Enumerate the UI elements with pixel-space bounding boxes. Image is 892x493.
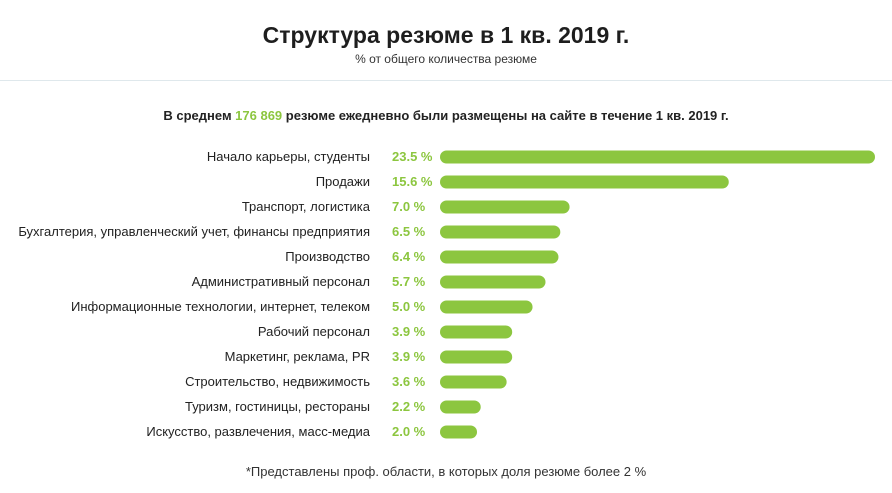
summary-highlight: 176 869 [235,108,283,123]
category-label: Начало карьеры, студенты [207,149,370,164]
category-label: Строительство, недвижимость [185,374,370,389]
value-label: 15.6 % [392,174,433,189]
value-label: 7.0 % [392,199,426,214]
bar [440,275,546,289]
footnote: *Представлены проф. области, в которых д… [245,464,647,479]
bar [440,300,533,314]
value-label: 3.9 % [392,349,426,364]
category-label: Производство [285,249,370,264]
bar [440,225,561,239]
summary-suffix: резюме ежедневно были размещены на сайте… [282,108,729,123]
category-label: Искусство, развлечения, масс-медиа [146,424,370,439]
bar [440,150,875,164]
bar [440,250,559,264]
category-label: Информационные технологии, интернет, тел… [71,299,370,314]
summary-prefix: В среднем [163,108,236,123]
chart-title: Структура резюме в 1 кв. 2019 г. [262,22,630,48]
category-label: Бухгалтерия, управленческий учет, финанс… [18,224,370,239]
bar [440,175,729,189]
category-label: Туризм, гостиницы, рестораны [185,399,370,414]
bar [440,350,513,364]
category-label: Рабочий персонал [258,324,370,339]
bar [440,325,513,339]
bar [440,400,481,414]
value-label: 6.5 % [392,224,426,239]
bar-chart: Начало карьеры, студенты 23.5 % Продажи 15.… [18,149,875,439]
value-label: 2.0 % [392,424,426,439]
chart-subtitle: % от общего количества резюме [355,52,537,66]
bar [440,425,478,439]
value-label: 3.9 % [392,324,426,339]
value-label: 5.7 % [392,274,426,289]
header-divider [0,80,892,81]
category-label: Продажи [316,174,370,189]
category-label: Административный персонал [192,274,370,289]
value-label: 5.0 % [392,299,426,314]
bar [440,200,570,214]
category-label: Транспорт, логистика [242,199,371,214]
value-label: 6.4 % [392,249,426,264]
value-label: 2.2 % [392,399,426,414]
value-label: 23.5 % [392,149,433,164]
summary-text: В среднем 176 869 резюме ежедневно были … [0,108,892,123]
value-label: 3.6 % [392,374,426,389]
bar [440,375,507,389]
category-label: Маркетинг, реклама, PR [225,349,370,364]
